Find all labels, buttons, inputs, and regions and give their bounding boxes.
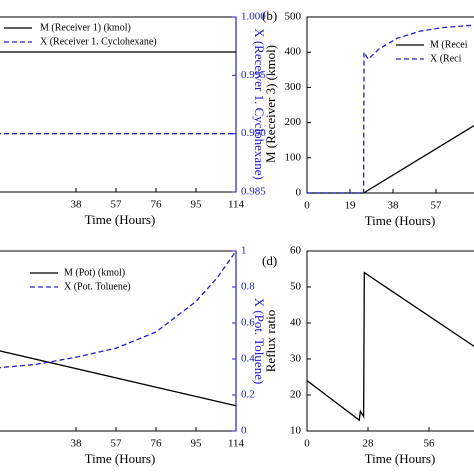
y2-tick-label: 0 xyxy=(241,425,247,437)
y2-tick-label: 1 xyxy=(241,245,247,257)
y-tick-label: 0 xyxy=(296,187,302,199)
y-tick-label: 400 xyxy=(285,46,302,58)
legend-label: X (Reci xyxy=(430,53,462,64)
legend-label: X (Pot. Toluene) xyxy=(64,281,131,292)
y2-tick-label: 0.995 xyxy=(241,69,266,81)
x-tick-label: 19 xyxy=(345,200,357,212)
x-axis-label: Time (Hours) xyxy=(85,212,156,227)
x-axis-label: Time (Hours) xyxy=(85,451,156,466)
x-axis-label: Time (Hours) xyxy=(365,451,436,466)
x-tick-label: 57 xyxy=(111,199,123,211)
series-line xyxy=(307,24,474,194)
y2-tick-label: 0.990 xyxy=(241,127,266,139)
y-tick-label: 60 xyxy=(290,245,302,257)
series-line xyxy=(0,350,237,407)
y-tick-label: 200 xyxy=(285,116,302,128)
y-tick-label: 50 xyxy=(290,281,302,293)
y-tick-label: 20 xyxy=(290,389,302,401)
panel-label: (b) xyxy=(262,8,277,23)
series-line xyxy=(307,124,474,194)
legend-label: M (Receiver 1) (kmol) xyxy=(40,22,131,33)
y2-tick-label: 0.985 xyxy=(241,186,266,198)
x-tick-label: 76 xyxy=(151,438,163,450)
legend-label: M (Pot) (kmol) xyxy=(64,267,125,278)
y-axis-label: M (Receiver 3) (kmol) xyxy=(263,45,278,163)
y-axis-label: Reflux ratio xyxy=(263,310,278,372)
y-tick-label: 10 xyxy=(290,425,302,437)
x-tick-label: 38 xyxy=(71,199,83,211)
series-line xyxy=(0,250,237,369)
legend-label: M (Recei xyxy=(430,39,468,50)
y-tick-label: 300 xyxy=(285,81,302,93)
panel-label: (d) xyxy=(262,253,277,268)
x-axis-label: Time (Hours) xyxy=(365,213,436,228)
x-tick-label: 0 xyxy=(304,200,310,212)
x-tick-label: 38 xyxy=(71,438,83,450)
x-tick-label: 57 xyxy=(111,438,123,450)
y2-tick-label: 0.4 xyxy=(241,353,255,365)
y2-tick-label: 0.6 xyxy=(241,317,255,329)
x-tick-label: 114 xyxy=(228,199,245,211)
x-tick-label: 56 xyxy=(424,438,436,450)
x-tick-label: 95 xyxy=(191,438,203,450)
series-line xyxy=(306,271,474,422)
y2-axis-label: X (Pot. Toluene) xyxy=(252,298,267,385)
x-tick-label: 57 xyxy=(431,200,443,212)
x-tick-label: 0 xyxy=(304,438,310,450)
x-tick-label: 114 xyxy=(228,438,245,450)
y-tick-label: 30 xyxy=(290,353,302,365)
y2-tick-label: 0.2 xyxy=(241,389,255,401)
y-tick-label: 100 xyxy=(285,151,302,163)
y-tick-label: 40 xyxy=(290,317,302,329)
legend-label: X (Receiver 1. Cyclohexane) xyxy=(40,36,157,47)
plot-frame xyxy=(306,250,474,432)
x-tick-label: 76 xyxy=(151,199,163,211)
y-tick-label: 500 xyxy=(285,11,302,23)
x-tick-label: 38 xyxy=(388,200,400,212)
y2-tick-label: 0.8 xyxy=(241,281,255,293)
y2-axis-label: X (Receiver 1. Cyclohexane) xyxy=(252,28,267,180)
y2-tick-label: 1.000 xyxy=(241,11,266,23)
x-tick-label: 95 xyxy=(191,199,203,211)
x-tick-label: 28 xyxy=(363,438,375,450)
